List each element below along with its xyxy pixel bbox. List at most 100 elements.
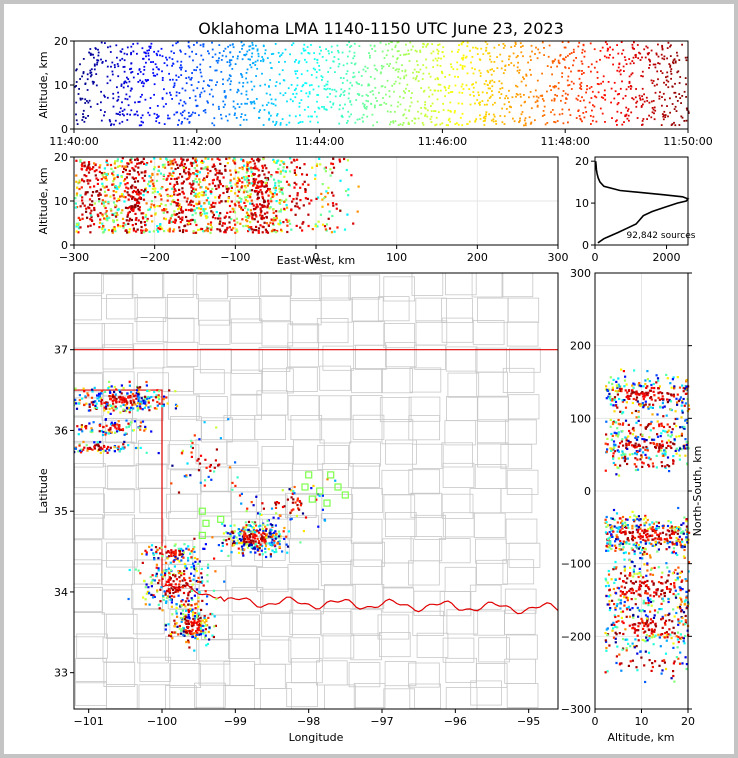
plan-view-source-point	[123, 399, 127, 402]
plan-view-source-point	[264, 529, 267, 532]
time-altitude-source-point	[436, 64, 439, 67]
time-altitude-source-point	[332, 103, 334, 106]
time-altitude-source-point	[376, 121, 378, 124]
plan-view-source-point	[134, 394, 137, 397]
time-altitude-source-point	[369, 44, 372, 47]
east-west-source-point	[183, 196, 186, 199]
east-west-source-point	[144, 215, 147, 219]
time-altitude-source-point	[289, 98, 292, 101]
county-boundary	[194, 682, 226, 708]
east-west-source-point	[197, 228, 200, 231]
east-west-source-point	[116, 213, 119, 216]
time-altitude-source-point	[521, 45, 524, 47]
plan-view-source-point	[178, 585, 181, 589]
time-altitude-source-point	[578, 69, 581, 72]
plan-view-source-point	[91, 429, 94, 432]
time-altitude-source-point	[685, 96, 687, 98]
time-altitude-source-point	[207, 101, 209, 104]
county-boundary	[410, 536, 443, 562]
plan-view-source-point	[137, 400, 140, 403]
time-altitude-source-point	[332, 60, 335, 63]
east-west-source-point	[258, 180, 261, 183]
east-west-source-point	[146, 162, 149, 165]
time-altitude-source-point	[579, 100, 582, 102]
plan-view-source-point	[179, 570, 182, 573]
time-altitude-source-point	[145, 61, 147, 64]
plan-view-source-point	[198, 438, 201, 441]
east-west-source-point	[345, 168, 348, 172]
east-west-source-point	[154, 187, 157, 190]
east-west-source-point	[260, 215, 263, 218]
east-west-source-point	[127, 222, 130, 225]
east-west-source-point	[261, 169, 264, 172]
plan-view-source-point	[197, 600, 200, 603]
plan-view-source-point	[190, 551, 193, 554]
plan-view-source-point	[141, 420, 145, 423]
east-west-source-point	[257, 231, 260, 234]
time-altitude-source-point	[141, 80, 144, 83]
time-altitude-source-point	[504, 44, 506, 47]
time-altitude-source-point	[195, 53, 198, 55]
time-altitude-source-point	[643, 48, 646, 51]
east-west-source-point	[94, 174, 97, 177]
east-west-source-point	[248, 194, 252, 197]
plan-view-source-point	[246, 538, 249, 541]
time-altitude-source-point	[422, 123, 425, 126]
time-altitude-source-point	[627, 114, 630, 117]
east-west-source-point	[136, 158, 139, 162]
time-altitude-source-point	[577, 94, 580, 97]
time-altitude-source-point	[394, 80, 397, 83]
plan-view-source-point	[174, 555, 177, 558]
plan-view-source-point	[290, 489, 293, 492]
time-altitude-source-point	[474, 68, 476, 71]
time-altitude-source-point	[125, 93, 128, 96]
east-west-source-point	[168, 230, 171, 233]
county-boundary	[289, 609, 321, 635]
time-altitude-source-point	[562, 122, 565, 125]
east-west-source-point	[272, 186, 275, 190]
county-boundary	[410, 492, 443, 518]
time-altitude-source-point	[491, 68, 493, 71]
time-altitude-source-point	[436, 48, 439, 51]
east-west-source-point	[293, 186, 296, 189]
time-altitude-source-point	[82, 72, 85, 75]
county-boundary	[377, 296, 410, 322]
time-altitude-source-point	[307, 115, 310, 118]
east-west-source-point	[263, 173, 266, 176]
county-boundary	[230, 369, 263, 395]
time-altitude-source-point	[459, 64, 462, 66]
plan-view-source-point	[82, 440, 85, 443]
east-west-source-point	[251, 213, 254, 216]
east-west-source-point	[279, 222, 282, 225]
time-altitude-source-point	[570, 88, 573, 90]
plan-view-source-point	[91, 388, 94, 391]
east-west-source-point	[119, 195, 122, 198]
east-west-source-point	[274, 219, 277, 222]
east-west-source-point	[140, 225, 143, 229]
plan-view-source-point	[250, 543, 253, 546]
time-altitude-source-point	[504, 97, 506, 100]
east-west-source-point	[180, 182, 183, 185]
time-altitude-source-point	[297, 62, 300, 64]
time-altitude-source-point	[616, 119, 618, 122]
plan-view-source-point	[174, 575, 177, 578]
east-west-source-point	[195, 180, 198, 184]
time-altitude-source-point	[308, 92, 311, 95]
county-boundary	[261, 445, 294, 471]
time-altitude-source-point	[625, 63, 628, 65]
time-altitude-source-point	[667, 115, 669, 118]
time-altitude-source-point	[514, 43, 517, 45]
plan-view-source-point	[153, 557, 156, 560]
time-altitude-source-point	[143, 65, 146, 68]
time-altitude-axes-frame	[73, 40, 689, 130]
plan-view-source-point	[86, 392, 89, 395]
time-altitude-source-point	[403, 77, 405, 80]
east-west-source-point	[116, 187, 119, 190]
east-west-source-point	[153, 206, 156, 209]
east-west-source-point	[152, 168, 156, 171]
plan-view-source-point	[124, 404, 127, 407]
east-west-source-point	[99, 164, 102, 167]
county-boundary	[169, 663, 202, 689]
time-altitude-source-point	[314, 110, 316, 113]
east-west-source-point	[219, 162, 222, 165]
